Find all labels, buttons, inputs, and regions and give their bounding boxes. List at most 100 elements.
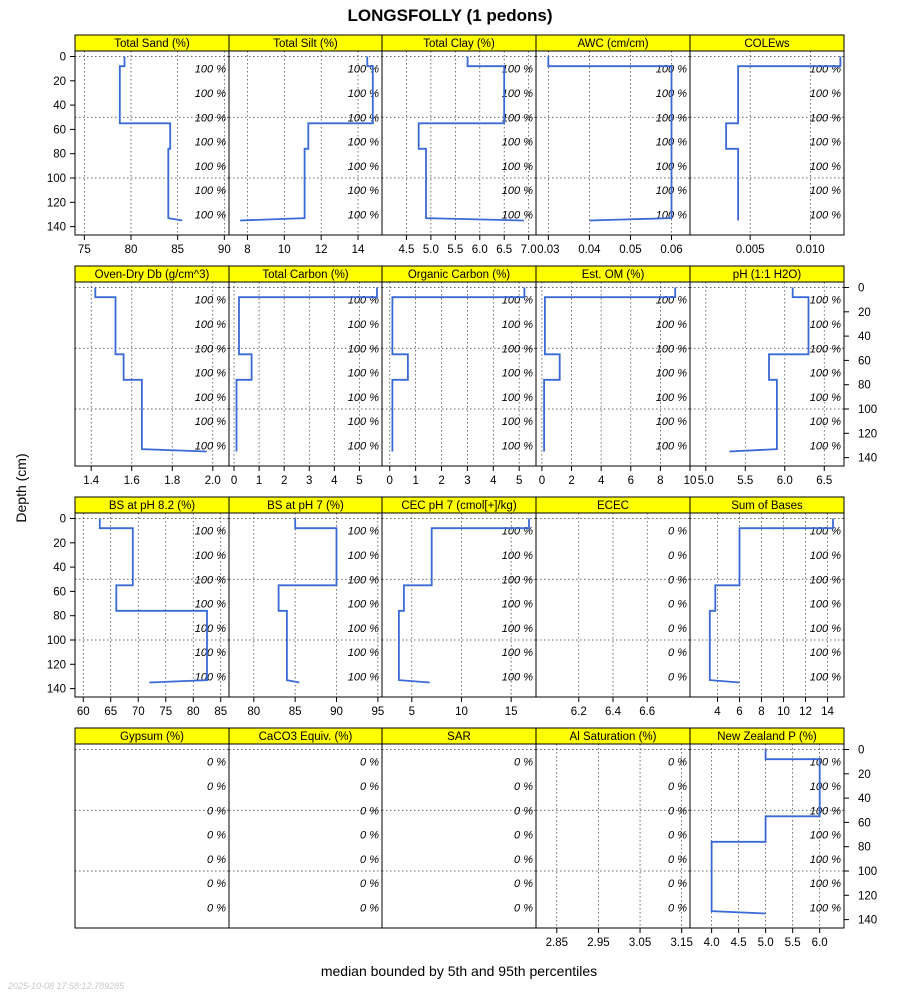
x-tick-label: 85 xyxy=(289,706,302,718)
pct-label: 100 % xyxy=(348,440,379,452)
pct-label: 100 % xyxy=(810,343,841,355)
x-tick-label: 0.03 xyxy=(537,244,559,256)
profile-line-total-clay xyxy=(417,56,524,222)
x-tick-label: 6.0 xyxy=(777,475,793,487)
profile-line-total-sand xyxy=(118,56,183,222)
pct-label: 100 % xyxy=(502,440,533,452)
pct-label: 100 % xyxy=(810,878,841,890)
x-tick-label: 2.0 xyxy=(205,475,221,487)
x-tick-label: 6 xyxy=(736,706,742,718)
x-tick-label: 0 xyxy=(231,475,237,487)
pct-label: 100 % xyxy=(502,416,533,428)
pct-label: 100 % xyxy=(656,392,687,404)
x-tick-label: 80 xyxy=(187,706,200,718)
panel-al-saturation: Al Saturation (%) 0 % 0 % 0 % 0 % 0 % 0 % 0 % 2.… xyxy=(535,727,693,949)
pct-label: 100 % xyxy=(348,574,379,586)
profile-line-oven-dry-db-g-cm-3 xyxy=(94,287,207,453)
pct-label: 0 % xyxy=(360,830,379,842)
panel-total-carbon: Total Carbon (%) 100 % 100 % 100 % 100 % 100 … xyxy=(228,265,383,487)
panel-total-clay: Total Clay (%) 100 % 100 % 100 % 100 % 100 % 1… xyxy=(381,34,537,256)
y-tick-label: 60 xyxy=(53,586,66,598)
pct-label: 100 % xyxy=(502,88,533,100)
pct-label: 100 % xyxy=(348,185,379,197)
pct-label: 0 % xyxy=(514,830,533,842)
pct-label: 100 % xyxy=(348,392,379,404)
pct-label: 100 % xyxy=(656,368,687,380)
pct-label: 100 % xyxy=(502,161,533,173)
pct-label: 100 % xyxy=(810,368,841,380)
pct-label: 100 % xyxy=(810,88,841,100)
pct-label: 100 % xyxy=(810,550,841,562)
panel-frame xyxy=(689,512,845,698)
x-tick-label: 85 xyxy=(214,706,227,718)
x-axis-label: median bounded by 5th and 95th percentil… xyxy=(321,963,597,979)
panel-total-silt: Total Silt (%) 100 % 100 % 100 % 100 % 100 % 1… xyxy=(228,34,383,256)
pct-label: 100 % xyxy=(810,830,841,842)
x-tick-label: 10 xyxy=(684,475,697,487)
pct-label: 100 % xyxy=(348,368,379,380)
pct-label: 100 % xyxy=(195,185,226,197)
depth-axis-row-2: 0 20 40 60 80 100 120 140 xyxy=(844,283,877,465)
panel-est-om: Est. OM (%) 100 % 100 % 100 % 100 % 100 % 100 … xyxy=(535,265,697,487)
x-tick-label: 5.0 xyxy=(698,475,714,487)
x-tick-label: 5.0 xyxy=(423,244,439,256)
pct-label: 0 % xyxy=(668,757,687,769)
y-tick-label: 80 xyxy=(858,842,871,854)
strip-label-est-om: Est. OM (%) xyxy=(582,269,645,281)
x-tick-label: 1 xyxy=(412,475,418,487)
pct-label: 100 % xyxy=(195,416,226,428)
pct-label: 0 % xyxy=(514,757,533,769)
y-tick-label: 60 xyxy=(53,124,66,136)
pct-label: 0 % xyxy=(207,781,226,793)
pct-label: 100 % xyxy=(348,209,379,221)
y-tick-label: 100 xyxy=(47,635,66,647)
panel-sar: SAR 0 % 0 % 0 % 0 % 0 % 0 % 0 % xyxy=(381,727,537,929)
pct-label: 0 % xyxy=(668,671,687,683)
x-tick-label: 1.4 xyxy=(83,475,100,487)
panel-ph-1-1-h2o: pH (1:1 H2O) 100 % 100 % 100 % 100 % 100 % 100… xyxy=(689,265,845,487)
strip-label-organic-carbon: Organic Carbon (%) xyxy=(408,269,510,281)
pct-label: 100 % xyxy=(810,599,841,611)
chart-title: LONGSFOLLY (1 pedons) xyxy=(348,6,553,25)
profile-line-est-om xyxy=(543,287,677,452)
x-tick-label: 6.6 xyxy=(639,706,655,718)
x-tick-label: 2 xyxy=(281,475,287,487)
y-tick-label: 20 xyxy=(858,307,871,319)
pct-label: 100 % xyxy=(810,319,841,331)
pct-label: 0 % xyxy=(360,854,379,866)
pct-label: 100 % xyxy=(195,550,226,562)
y-tick-label: 60 xyxy=(858,817,871,829)
strip-label-awc-cm-cm: AWC (cm/cm) xyxy=(577,38,648,50)
y-tick-label: 120 xyxy=(858,890,877,902)
pct-label: 0 % xyxy=(514,781,533,793)
timestamp: 2025-10-08 17:58:12.789285 xyxy=(7,981,125,991)
pct-label: 100 % xyxy=(195,671,226,683)
x-tick-label: 14 xyxy=(821,706,834,718)
pct-label: 100 % xyxy=(810,185,841,197)
pct-label: 100 % xyxy=(348,161,379,173)
x-tick-label: 12 xyxy=(315,244,328,256)
y-tick-label: 20 xyxy=(858,769,871,781)
x-tick-label: 1.8 xyxy=(164,475,180,487)
profile-line-total-silt xyxy=(240,56,374,222)
pct-label: 0 % xyxy=(668,526,687,538)
x-tick-label: 90 xyxy=(330,706,343,718)
pct-label: 0 % xyxy=(668,902,687,914)
pct-label: 0 % xyxy=(360,878,379,890)
panel-frame xyxy=(535,743,691,929)
strip-label-oven-dry-db-g-cm-3: Oven-Dry Db (g/cm^3) xyxy=(95,269,210,281)
panel-bs-at-ph-7: BS at pH 7 (%) 100 % 100 % 100 % 100 % 100 % 1… xyxy=(228,496,384,718)
pct-label: 100 % xyxy=(810,392,841,404)
pct-label: 100 % xyxy=(348,647,379,659)
strip-label-colews: COLEws xyxy=(744,38,790,50)
x-tick-label: 0.05 xyxy=(619,244,641,256)
y-tick-label: 40 xyxy=(858,793,871,805)
depth-axis-row-4: 0 20 40 60 80 100 120 140 xyxy=(844,745,877,927)
pct-label: 100 % xyxy=(502,550,533,562)
x-tick-label: 4 xyxy=(331,475,338,487)
pct-label: 100 % xyxy=(502,623,533,635)
y-tick-label: 0 xyxy=(60,514,66,526)
x-tick-label: 6.5 xyxy=(496,244,512,256)
pct-label: 0 % xyxy=(207,757,226,769)
x-tick-label: 4.0 xyxy=(704,937,720,949)
